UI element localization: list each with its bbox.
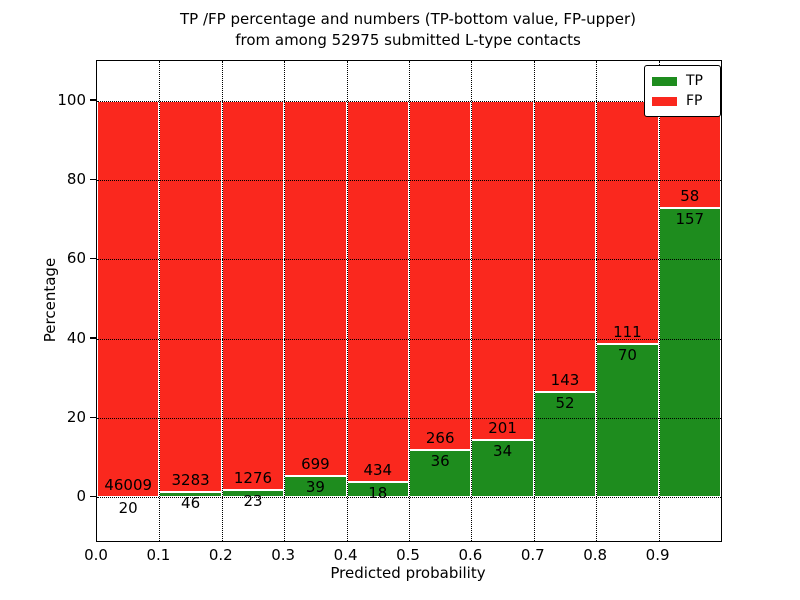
chart-title-line-1: TP /FP percentage and numbers (TP-bottom… — [180, 10, 636, 28]
bar-segment-fp — [658, 100, 721, 208]
y-tick-label: 0 — [76, 487, 86, 506]
tp-legend-swatch — [652, 76, 677, 86]
x-tick-label: 0.3 — [271, 546, 296, 564]
bar-segment-fp — [159, 100, 222, 492]
fp-count-label: 1276 — [233, 469, 273, 488]
x-axis-label: Predicted probability — [330, 564, 486, 582]
y-tick-mark — [90, 495, 96, 498]
bar-segment-tp — [471, 439, 534, 498]
chart-title-line-2: from among 52975 submitted L-type contac… — [235, 31, 581, 49]
x-tick-label: 0.5 — [396, 546, 420, 564]
plot-area: 46009 20 3283 46 1276 23 699 39 434 18 266 36 201 34 1… — [96, 60, 722, 542]
x-tick-label: 0.0 — [84, 546, 108, 564]
bar-segment-fp — [346, 100, 409, 482]
bar-segment-tp — [409, 450, 472, 498]
x-tick-label: 0.1 — [146, 546, 171, 564]
y-tick-mark — [90, 178, 96, 180]
horizontal-gridline — [97, 100, 721, 102]
tp-count-label: 36 — [430, 452, 450, 471]
fp-legend-label: FP — [686, 93, 703, 109]
fp-count-label: 3283 — [171, 470, 210, 489]
bar-segment-tp — [596, 343, 659, 498]
x-tick-label: 0.6 — [458, 546, 483, 564]
fp-count-label: 699 — [301, 455, 330, 474]
tp-count-label: 23 — [243, 492, 263, 511]
vertical-gridline — [409, 61, 410, 541]
y-tick-mark — [90, 337, 96, 339]
legend-item-tp: TP — [652, 71, 712, 91]
tp-count-label: 39 — [305, 478, 325, 497]
y-tick-label: 20 — [66, 408, 86, 427]
fp-count-label: 46009 — [104, 476, 153, 495]
vertical-gridline — [533, 61, 535, 541]
bar-segment-fp — [471, 100, 534, 440]
horizontal-gridline — [97, 259, 721, 261]
fp-count-label: 201 — [488, 418, 517, 437]
fp-count-label: 143 — [550, 370, 580, 389]
vertical-gridline — [471, 61, 473, 541]
y-tick-label: 80 — [66, 170, 86, 188]
y-tick-label: 60 — [66, 249, 86, 268]
bar-segment-fp — [596, 100, 659, 344]
bar-segment-fp — [284, 100, 347, 477]
x-tick-label: 0.2 — [208, 546, 233, 564]
tp-count-label: 52 — [555, 393, 575, 412]
vertical-gridline — [159, 61, 161, 541]
fp-legend-swatch — [652, 96, 677, 106]
y-tick-label: 40 — [66, 328, 86, 347]
tp-count-label: 70 — [617, 345, 637, 364]
fp-count-label: 58 — [680, 186, 700, 205]
bar-segment-tp — [658, 207, 721, 498]
tp-legend-label: TP — [686, 73, 703, 89]
bar-segment-tp — [533, 391, 597, 498]
vertical-gridline — [658, 61, 660, 541]
y-tick-mark — [90, 257, 96, 260]
vertical-gridline — [284, 61, 286, 541]
bar-segment-fp — [533, 100, 597, 392]
bar-segment-fp — [409, 100, 472, 451]
x-tick-label: 0.7 — [520, 546, 545, 564]
y-tick-mark — [90, 416, 96, 419]
y-tick-mark — [90, 99, 96, 101]
tp-count-label: 157 — [675, 209, 705, 228]
legend-item-fp: FP — [652, 91, 712, 111]
tp-count-label: 46 — [181, 493, 201, 512]
tp-count-label: 20 — [118, 499, 138, 518]
horizontal-gridline — [97, 497, 721, 499]
horizontal-gridline — [97, 180, 721, 181]
vertical-gridline — [346, 61, 348, 541]
fp-count-label: 434 — [363, 460, 393, 479]
tp-count-label: 18 — [368, 483, 388, 502]
x-tick-label: 0.4 — [333, 546, 358, 564]
horizontal-gridline — [97, 418, 721, 420]
fp-count-label: 266 — [425, 429, 455, 448]
horizontal-gridline — [97, 338, 721, 340]
legend: TP FP — [644, 65, 721, 117]
y-tick-label: 100 — [57, 90, 86, 109]
chart-title: TP /FP percentage and numbers (TP-bottom… — [96, 9, 720, 51]
bar-segment-fp — [97, 100, 160, 498]
x-tick-label: 0.8 — [583, 546, 608, 564]
vertical-gridline — [596, 61, 598, 541]
vertical-gridline — [221, 61, 223, 541]
tp-count-label: 34 — [493, 441, 513, 460]
bar-segment-fp — [221, 100, 285, 491]
fp-count-label: 111 — [613, 322, 642, 341]
x-tick-label: 0.9 — [645, 546, 670, 564]
